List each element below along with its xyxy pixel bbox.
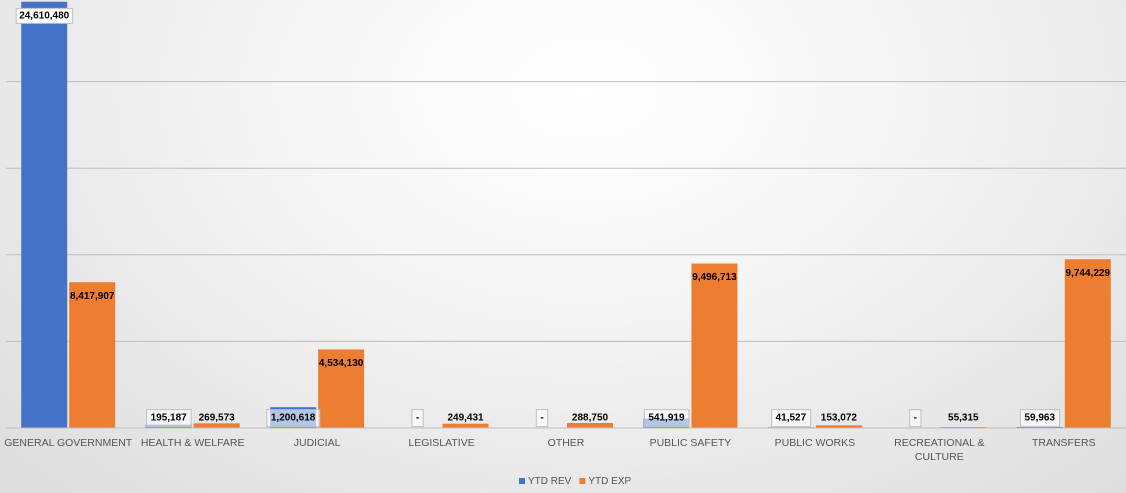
data-label-ytd-exp-other: 288,750 — [572, 413, 609, 424]
data-label-box — [643, 409, 690, 428]
x-tick-label-public-works: PUBLIC WORKS — [775, 437, 856, 449]
data-label-ytd-rev-legislative: - — [416, 413, 419, 424]
data-label-box — [15, 7, 74, 24]
x-tick-label-transfers: TRANSFERS — [1032, 437, 1096, 449]
data-label-box — [535, 409, 549, 428]
data-label-ytd-exp-public-safety: 9,496,713 — [692, 272, 737, 283]
x-tick-label-other: OTHER — [548, 437, 585, 449]
data-label-ytd-exp-judicial: 4,534,130 — [319, 358, 364, 369]
legend-label-ytd-exp: YTD EXP — [588, 476, 631, 487]
data-label-ytd-exp-public-works: 153,072 — [821, 413, 858, 424]
legend-swatch-ytd-exp — [579, 478, 586, 484]
x-tick-label-public-safety: PUBLIC SAFETY — [650, 437, 732, 449]
data-label-ytd-exp-health-and-welfare: 269,573 — [199, 413, 236, 424]
data-label-ytd-rev-health-and-welfare: 195,187 — [151, 413, 188, 424]
bar-ytd-exp-general-government — [69, 282, 116, 428]
x-tick-label-legislative: LEGISLATIVE — [408, 437, 474, 449]
data-label-ytd-exp-general-government: 8,417,907 — [70, 291, 115, 302]
bar-ytd-exp-health-and-welfare — [193, 423, 240, 428]
legend-swatch-ytd-rev — [519, 478, 525, 484]
bar-ytd-exp-judicial — [318, 349, 365, 428]
data-label-ytd-rev-public-works: 41,527 — [776, 413, 807, 424]
bars — [21, 1, 1111, 428]
data-label-ytd-exp-transfers: 9,744,229 — [1066, 268, 1111, 279]
bar-ytd-exp-other — [567, 422, 613, 428]
data-label-ytd-exp-legislative: 249,431 — [447, 413, 484, 424]
x-tick-label-health-and-welfare: HEALTH & WELFARE — [141, 437, 245, 449]
data-label-box — [266, 409, 321, 428]
data-label-box — [909, 409, 922, 428]
data-label-ytd-rev-judicial: 1,200,618 — [271, 413, 316, 424]
x-tick-label-recreational-and-culture: RECREATIONAL & CULTURE — [894, 437, 984, 463]
data-label-box — [411, 409, 424, 428]
data-label-box — [771, 409, 812, 428]
legend-label-ytd-rev: YTD REV — [528, 476, 572, 487]
data-label-ytd-rev-recreational-and-culture: - — [914, 413, 917, 424]
data-label-ytd-rev-other: - — [540, 413, 543, 424]
bar-ytd-exp-transfers — [1064, 259, 1111, 428]
legend: YTD REV YTD EXP — [519, 476, 632, 487]
x-tick-label-general-government: GENERAL GOVERNMENT — [4, 437, 133, 449]
bar-ytd-rev-general-government — [21, 1, 68, 428]
data-labels: 24,610,480 8,417,907 195,187 269,573 1,200,6… — [15, 7, 1111, 428]
x-tick-labels: GENERAL GOVERNMENT HEALTH & WELFARE JUDICI… — [4, 437, 1095, 463]
data-label-ytd-exp-recreational-and-culture: 55,315 — [948, 413, 979, 424]
data-label-ytd-rev-general-government: 24,610,480 — [19, 10, 69, 21]
data-label-box — [146, 409, 192, 428]
data-label-box — [1019, 409, 1061, 428]
bar-ytd-exp-public-works — [815, 425, 862, 428]
bar-ytd-exp-legislative — [442, 423, 489, 428]
data-label-ytd-rev-transfers: 59,963 — [1024, 413, 1055, 424]
bar-ytd-rev-transfers — [1016, 426, 1063, 428]
gridlines — [6, 81, 1126, 342]
bar-ytd-exp-public-safety — [691, 263, 738, 428]
x-tick-label-judicial: JUDICIAL — [294, 437, 341, 449]
data-label-ytd-rev-public-safety: 541,919 — [648, 413, 685, 424]
